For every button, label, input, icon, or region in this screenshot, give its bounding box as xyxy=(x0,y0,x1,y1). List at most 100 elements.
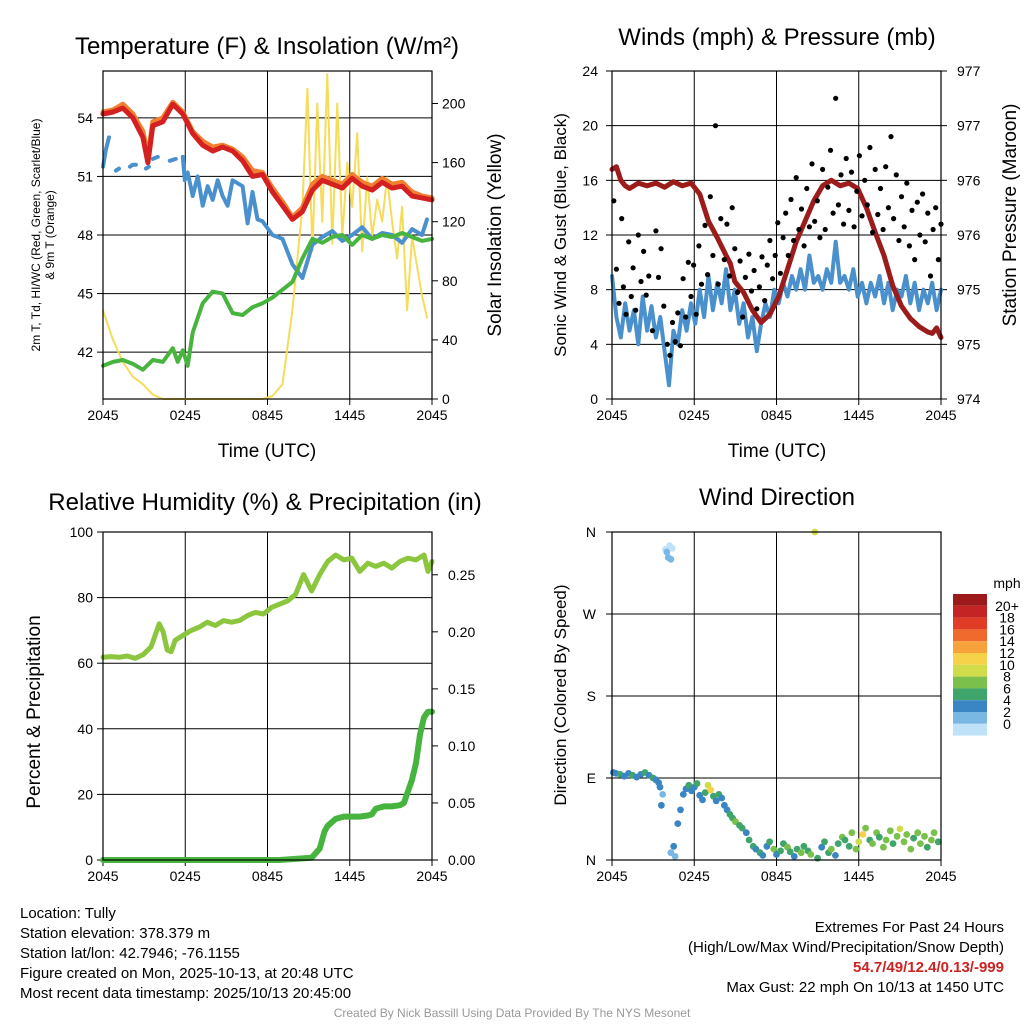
wind-y2tick-label: 977 xyxy=(957,63,981,79)
wind-gust-point xyxy=(740,314,746,320)
wind-gust-point xyxy=(649,328,656,334)
wind-gust-point xyxy=(935,257,942,263)
wind-gust-point xyxy=(880,226,886,233)
wind-gust-point xyxy=(702,222,708,228)
wind-gust-point xyxy=(688,293,694,300)
dir-xtick-label: 1445 xyxy=(843,868,874,884)
dir-ytick-label: N xyxy=(586,524,596,540)
wind-gust-point xyxy=(801,243,807,249)
wind-gust-point xyxy=(658,246,664,252)
wind-gust-point xyxy=(859,213,865,219)
wind-gust-point xyxy=(912,257,918,263)
rh-ytick-label: 60 xyxy=(77,655,93,671)
dir-xtick-label: 0845 xyxy=(761,868,792,884)
extremes-values: 54.7/49/12.4/0.13/-999 xyxy=(853,959,1004,976)
rh-series-relative-humidity xyxy=(100,552,435,661)
wind-gust-point xyxy=(628,293,634,300)
wind-gust-point xyxy=(619,216,625,222)
wind-gust-point xyxy=(667,352,673,358)
wind-gust-point xyxy=(707,194,713,200)
wind-gust-point xyxy=(793,175,799,181)
speed-legend-swatch xyxy=(953,664,987,677)
wind-gust-point xyxy=(705,272,711,278)
dir-direction-point xyxy=(930,829,938,837)
extremes-panel: Extremes For Past 24 Hours (High/Low/Max… xyxy=(688,918,1004,998)
wind-gust-point xyxy=(770,276,776,282)
wind-gust-point xyxy=(922,239,928,245)
wind-gust-point xyxy=(675,310,681,316)
temp-xtick-label: 2045 xyxy=(87,407,118,423)
dir-ytick-label: E xyxy=(587,770,596,786)
dir-direction-point xyxy=(845,842,853,850)
speed-legend-label: 18 xyxy=(999,610,1015,626)
rh-title: Relative Humidity (%) & Precipitation (i… xyxy=(48,489,481,516)
wind-gust-point xyxy=(685,259,691,265)
dir-direction-point xyxy=(745,836,753,844)
wind-gust-point xyxy=(655,274,662,280)
wind-gust-point xyxy=(833,95,839,101)
dir-direction-point xyxy=(786,848,794,856)
latlon-text: Station lat/lon: 42.7946; -76.1155 xyxy=(20,945,240,962)
wind-gust-point xyxy=(862,177,868,183)
wind-gust-point xyxy=(835,202,842,208)
rh-y2tick-label: 0.15 xyxy=(448,681,475,697)
wind-gust-point xyxy=(898,194,905,200)
rh-frame xyxy=(102,531,433,861)
dir-direction-point xyxy=(770,845,778,853)
dir-ytick-label: N xyxy=(586,852,596,868)
dir-direction-point xyxy=(674,820,682,827)
wind-xtick-label: 0845 xyxy=(761,407,792,423)
wind-gust-point xyxy=(756,284,763,290)
wind-gust-point xyxy=(626,239,632,245)
wind-ytick-label: 4 xyxy=(590,336,598,352)
dir-direction-point xyxy=(832,852,839,859)
dir-direction-point xyxy=(742,829,750,837)
rh-xtick-label: 2045 xyxy=(416,868,447,884)
dir-direction-point xyxy=(777,847,784,855)
wind-gust-point xyxy=(613,266,620,272)
created-text: Figure created on Mon, 2025-10-13, at 20… xyxy=(20,965,354,982)
temp-y2tick-label: 160 xyxy=(442,155,466,171)
dir-direction-point xyxy=(670,842,678,850)
temp-series-wind-chill xyxy=(101,135,429,280)
wind-y2tick-label: 976 xyxy=(957,227,981,243)
wind-xtick-label: 2045 xyxy=(596,407,627,423)
wind-gust-point xyxy=(783,210,789,216)
dir-direction-point xyxy=(882,836,890,844)
wind-y2tick-label: 974 xyxy=(957,391,981,407)
dir-direction-point xyxy=(659,791,667,798)
wind-title: Winds (mph) & Pressure (mb) xyxy=(618,24,935,51)
wind-gust-point xyxy=(867,144,873,151)
dir-direction-point xyxy=(893,832,901,840)
wind-gust-point xyxy=(772,252,778,259)
wind-gust-point xyxy=(796,226,802,233)
wind-gust-point xyxy=(848,169,855,175)
wind-gust-point xyxy=(623,311,629,317)
dir-direction-point xyxy=(907,845,915,853)
dir-direction-point xyxy=(797,849,805,857)
wind-gust-point xyxy=(616,300,622,306)
temp-title: Temperature (F) & Insolation (W/m²) xyxy=(75,33,459,60)
wind-gust-point xyxy=(742,274,749,280)
dir-direction-point xyxy=(917,840,924,847)
wind-gust-point xyxy=(737,258,743,264)
rh-y2tick-label: 0.05 xyxy=(448,795,475,811)
rh-panel: 0 20 40 60 80 100 0.00 0.05 0.10 0.15 0.20 0.25 2045… xyxy=(24,489,482,884)
dir-direction-point xyxy=(921,832,928,840)
wind-xlabel: Time (UTC) xyxy=(728,441,827,462)
speed-legend-swatch xyxy=(953,641,987,653)
wind-gust-point xyxy=(746,251,752,257)
wind-gust-point xyxy=(661,303,667,309)
wind-gust-point xyxy=(830,210,836,216)
speed-legend-swatch xyxy=(953,653,987,665)
dir-direction-point xyxy=(841,836,849,844)
wind-gust-point xyxy=(914,199,920,205)
temp-xtick-label: 2045 xyxy=(416,407,447,423)
wind-gust-point xyxy=(734,289,741,295)
wind-gust-point xyxy=(806,224,813,230)
temp-ytick-label: 42 xyxy=(77,344,93,360)
wind-y2tick-label: 975 xyxy=(957,336,981,352)
wind-gust-point xyxy=(633,307,639,313)
